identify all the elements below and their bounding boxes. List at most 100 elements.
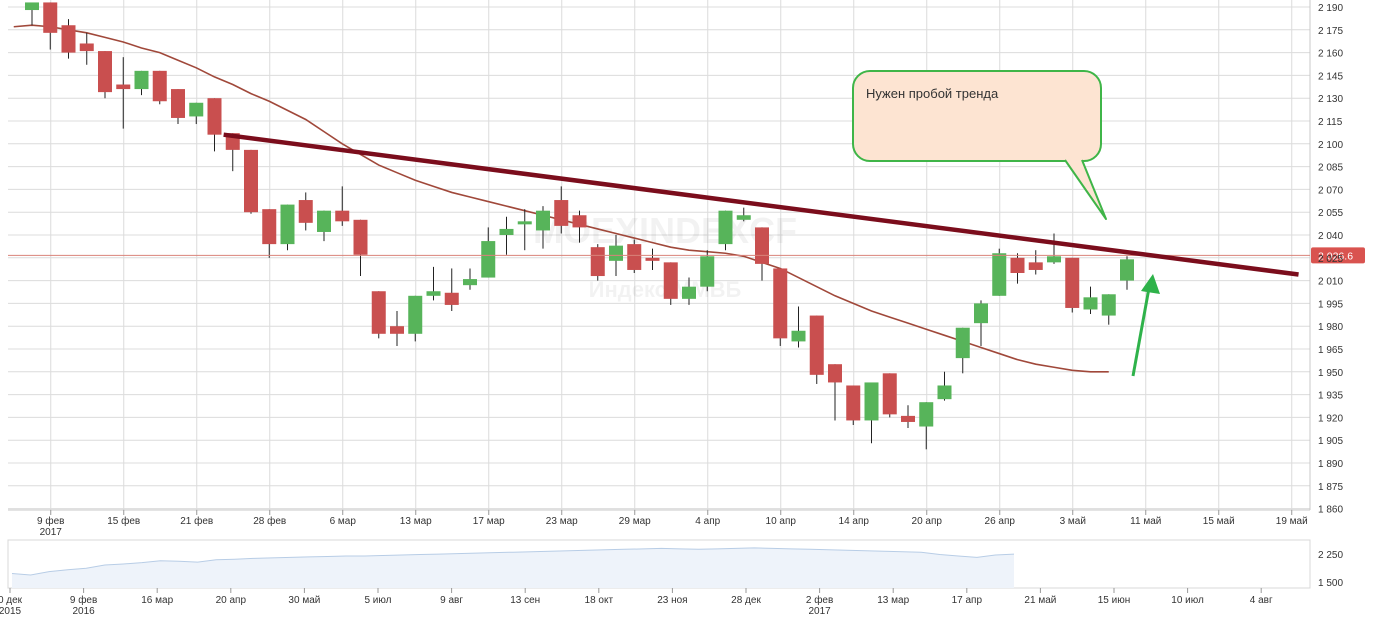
navigator-x-label: 5 июл	[364, 595, 391, 606]
candle-body	[572, 215, 587, 228]
candle	[481, 227, 496, 278]
candle	[682, 277, 696, 305]
candle-body	[463, 279, 477, 286]
candle-body	[809, 315, 824, 375]
candle	[700, 250, 715, 292]
annotation-arrow	[1131, 274, 1160, 377]
candle	[280, 204, 295, 251]
candle-body	[1120, 259, 1134, 281]
candle	[645, 248, 660, 270]
x-tick-label: 19 май	[1276, 516, 1308, 527]
x-tick-label: 11 май	[1130, 516, 1161, 527]
y-tick-label: 1 890	[1318, 459, 1343, 470]
candle-body	[609, 245, 623, 261]
navigator-x-label: 20 апр	[216, 595, 247, 606]
x-tick-label: 26 апр	[985, 516, 1016, 527]
y-tick-label: 1 995	[1318, 299, 1343, 310]
x-tick-label: 20 апр	[912, 516, 943, 527]
y-tick-label: 1 905	[1318, 436, 1343, 447]
candle	[152, 70, 167, 105]
candle-body	[25, 2, 39, 11]
candle-body	[444, 292, 459, 305]
candle-body	[298, 200, 313, 223]
candle-body	[280, 204, 295, 245]
candle-body	[536, 210, 550, 231]
candle	[937, 371, 952, 401]
navigator-x-label: 15 июн	[1098, 595, 1131, 606]
trend-line-stroke	[223, 132, 1299, 277]
navigator-x-label: 30 май	[288, 595, 320, 606]
navigator-y-label: 2 250	[1318, 550, 1343, 561]
x-tick-label: 13 мар	[400, 516, 432, 527]
candle-body	[937, 385, 952, 400]
candle	[116, 57, 131, 129]
candle	[554, 186, 569, 234]
y-tick-label: 2 130	[1318, 94, 1343, 105]
candle-body	[1010, 257, 1025, 273]
candle	[499, 216, 514, 255]
y-tick-label: 2 070	[1318, 185, 1343, 196]
candle	[61, 19, 76, 59]
candle	[828, 364, 842, 421]
x-tick-label: 4 апр	[695, 516, 720, 527]
candle	[98, 51, 112, 99]
y-tick-label: 2 055	[1318, 208, 1343, 219]
last-price-tag	[1311, 247, 1365, 264]
navigator-x-label: 16 мар	[141, 595, 173, 606]
candle	[718, 210, 733, 251]
candle-body	[974, 303, 988, 324]
candle-body	[736, 215, 751, 220]
candle	[79, 32, 94, 65]
candle-body	[1047, 256, 1061, 263]
candle-body	[554, 200, 569, 226]
candle	[298, 192, 313, 231]
candle-body	[244, 149, 258, 213]
y-tick-label: 1 920	[1318, 413, 1343, 424]
candle-body	[718, 210, 733, 245]
candle-body	[152, 70, 167, 102]
candle	[225, 133, 240, 172]
candle-body	[207, 98, 222, 135]
callout-tail	[1064, 159, 1107, 220]
x-tick-label: 28 фев	[253, 515, 286, 527]
candle-body	[700, 256, 715, 287]
candle	[244, 149, 258, 214]
candle-body	[335, 210, 350, 222]
y-tick-label: 2 175	[1318, 26, 1343, 37]
candle	[572, 210, 587, 243]
candle	[1047, 233, 1061, 264]
x-tick-label: 15 фев	[107, 515, 140, 527]
y-tick-label: 1 980	[1318, 322, 1343, 333]
navigator-x-label: 9 фев	[70, 594, 97, 606]
navigator-x-sublabel: 2017	[808, 606, 831, 617]
candle-body	[408, 295, 423, 334]
candle	[426, 266, 441, 301]
candle	[864, 382, 879, 444]
navigator-x-label: 21 май	[1024, 595, 1056, 606]
candle	[1010, 253, 1025, 284]
candle-body	[663, 262, 678, 299]
candle	[335, 186, 350, 226]
x-tick-label: 10 апр	[766, 516, 797, 527]
navigator-area	[12, 547, 1014, 588]
candle	[353, 219, 368, 277]
candle-body	[1028, 262, 1043, 270]
candles	[25, 2, 1134, 450]
x-tick-label: 3 май	[1060, 516, 1086, 527]
candle	[207, 98, 222, 152]
y-tick-label: 2 160	[1318, 49, 1343, 60]
candle	[1028, 250, 1043, 275]
y-tick-label: 1 935	[1318, 391, 1343, 402]
navigator-x-label: 28 дек	[731, 595, 761, 606]
candle-body	[262, 209, 277, 245]
price-line: 2 026.6	[8, 247, 1365, 264]
candle-body	[171, 89, 185, 118]
navigator-x-sublabel: 2016	[72, 606, 95, 617]
candle	[1120, 256, 1134, 290]
candle	[736, 207, 751, 222]
navigator-x-label: 4 авг	[1250, 595, 1273, 606]
y-tick-label: 1 875	[1318, 482, 1343, 493]
candle-body	[98, 51, 112, 93]
